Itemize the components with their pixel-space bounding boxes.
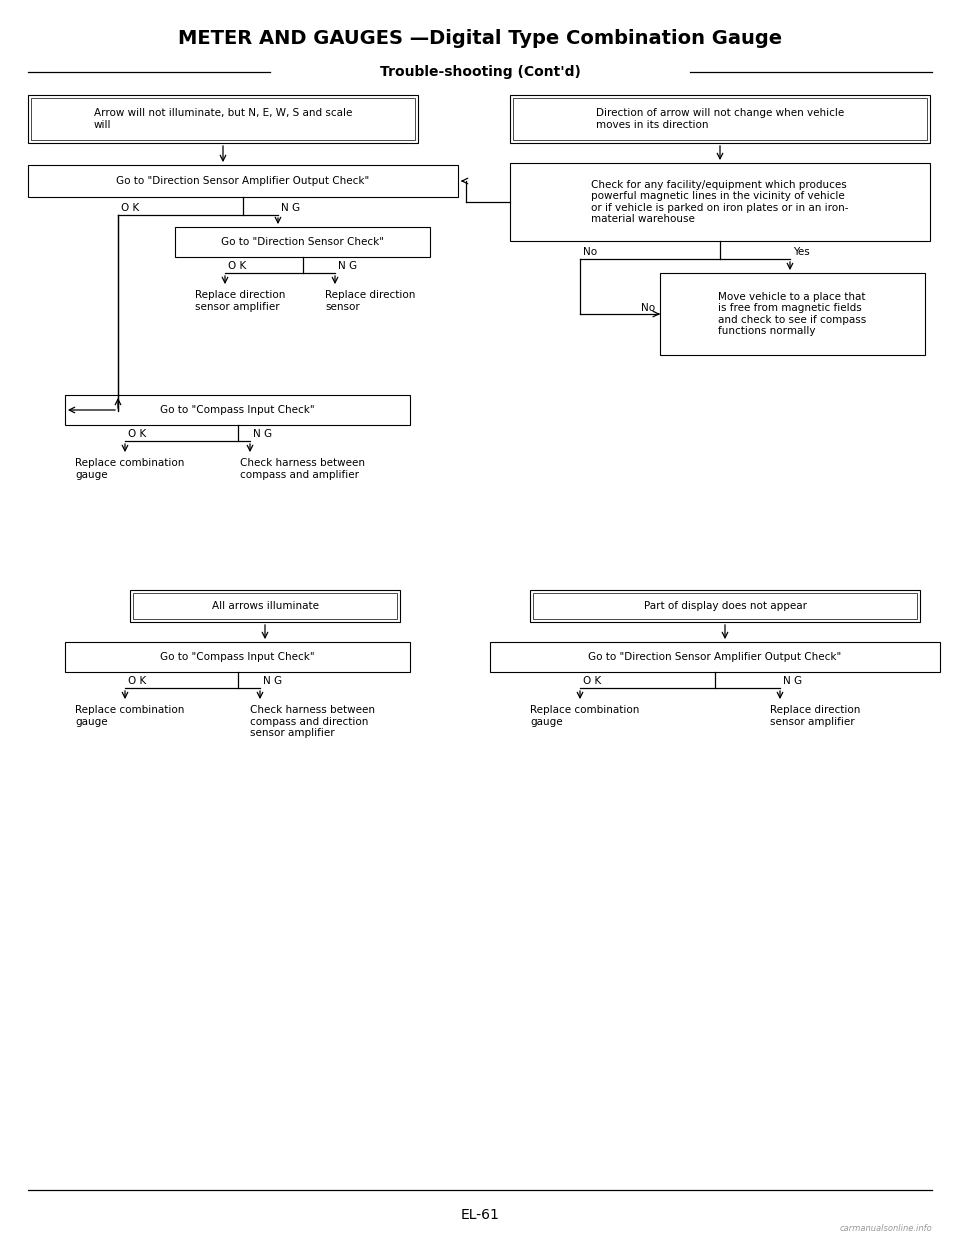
Text: No: No	[641, 303, 655, 313]
Text: Part of display does not appear: Part of display does not appear	[643, 602, 806, 612]
Text: Go to "Direction Sensor Amplifier Output Check": Go to "Direction Sensor Amplifier Output…	[116, 177, 370, 186]
Text: Go to "Direction Sensor Check": Go to "Direction Sensor Check"	[221, 237, 384, 247]
Bar	[533, 593, 917, 619]
Bar	[490, 641, 940, 672]
Bar	[510, 163, 930, 241]
Text: O K: O K	[228, 261, 247, 271]
Text: Trouble-shooting (Cont'd): Trouble-shooting (Cont'd)	[379, 65, 581, 80]
Bar	[65, 395, 410, 425]
Text: O K: O K	[121, 203, 139, 213]
Text: N G: N G	[338, 261, 357, 271]
Bar	[28, 94, 418, 143]
Text: All arrows illuminate: All arrows illuminate	[211, 602, 319, 612]
Text: Go to "Direction Sensor Amplifier Output Check": Go to "Direction Sensor Amplifier Output…	[588, 653, 842, 663]
Bar	[28, 165, 458, 196]
Text: Replace direction
sensor amplifier: Replace direction sensor amplifier	[770, 705, 860, 727]
Text: Check harness between
compass and amplifier: Check harness between compass and amplif…	[240, 457, 365, 480]
Text: Replace direction
sensor amplifier: Replace direction sensor amplifier	[195, 290, 285, 312]
Bar	[130, 590, 400, 622]
Text: No: No	[583, 247, 597, 257]
Bar	[510, 94, 930, 143]
Text: Check for any facility/equipment which produces
powerful magnetic lines in the v: Check for any facility/equipment which p…	[591, 179, 849, 225]
Text: N G: N G	[253, 429, 272, 439]
Text: Replace combination
gauge: Replace combination gauge	[530, 705, 639, 727]
Bar	[530, 590, 920, 622]
Bar	[31, 98, 415, 140]
Bar	[660, 273, 925, 355]
Text: EL-61: EL-61	[461, 1208, 499, 1222]
Text: carmanualsonline.info: carmanualsonline.info	[839, 1224, 932, 1233]
Text: Move vehicle to a place that
is free from magnetic fields
and check to see if co: Move vehicle to a place that is free fro…	[718, 292, 867, 337]
Text: N G: N G	[281, 203, 300, 213]
Text: Direction of arrow will not change when vehicle
moves in its direction: Direction of arrow will not change when …	[596, 108, 844, 129]
Text: Yes: Yes	[793, 247, 809, 257]
Text: O K: O K	[128, 676, 146, 686]
Text: O K: O K	[583, 676, 601, 686]
Text: Replace combination
gauge: Replace combination gauge	[75, 457, 184, 480]
Bar	[175, 227, 430, 257]
Bar	[65, 641, 410, 672]
Text: N G: N G	[783, 676, 803, 686]
Text: Replace combination
gauge: Replace combination gauge	[75, 705, 184, 727]
Text: N G: N G	[263, 676, 282, 686]
Text: Check harness between
compass and direction
sensor amplifier: Check harness between compass and direct…	[250, 705, 375, 738]
Bar	[513, 98, 927, 140]
Text: Arrow will not illuminate, but N, E, W, S and scale
will: Arrow will not illuminate, but N, E, W, …	[94, 108, 352, 129]
Bar	[133, 593, 397, 619]
Text: Go to "Compass Input Check": Go to "Compass Input Check"	[160, 653, 315, 663]
Text: METER AND GAUGES —Digital Type Combination Gauge: METER AND GAUGES —Digital Type Combinati…	[178, 29, 782, 47]
Text: Go to "Compass Input Check": Go to "Compass Input Check"	[160, 405, 315, 415]
Text: O K: O K	[128, 429, 146, 439]
Text: Replace direction
sensor: Replace direction sensor	[325, 290, 416, 312]
